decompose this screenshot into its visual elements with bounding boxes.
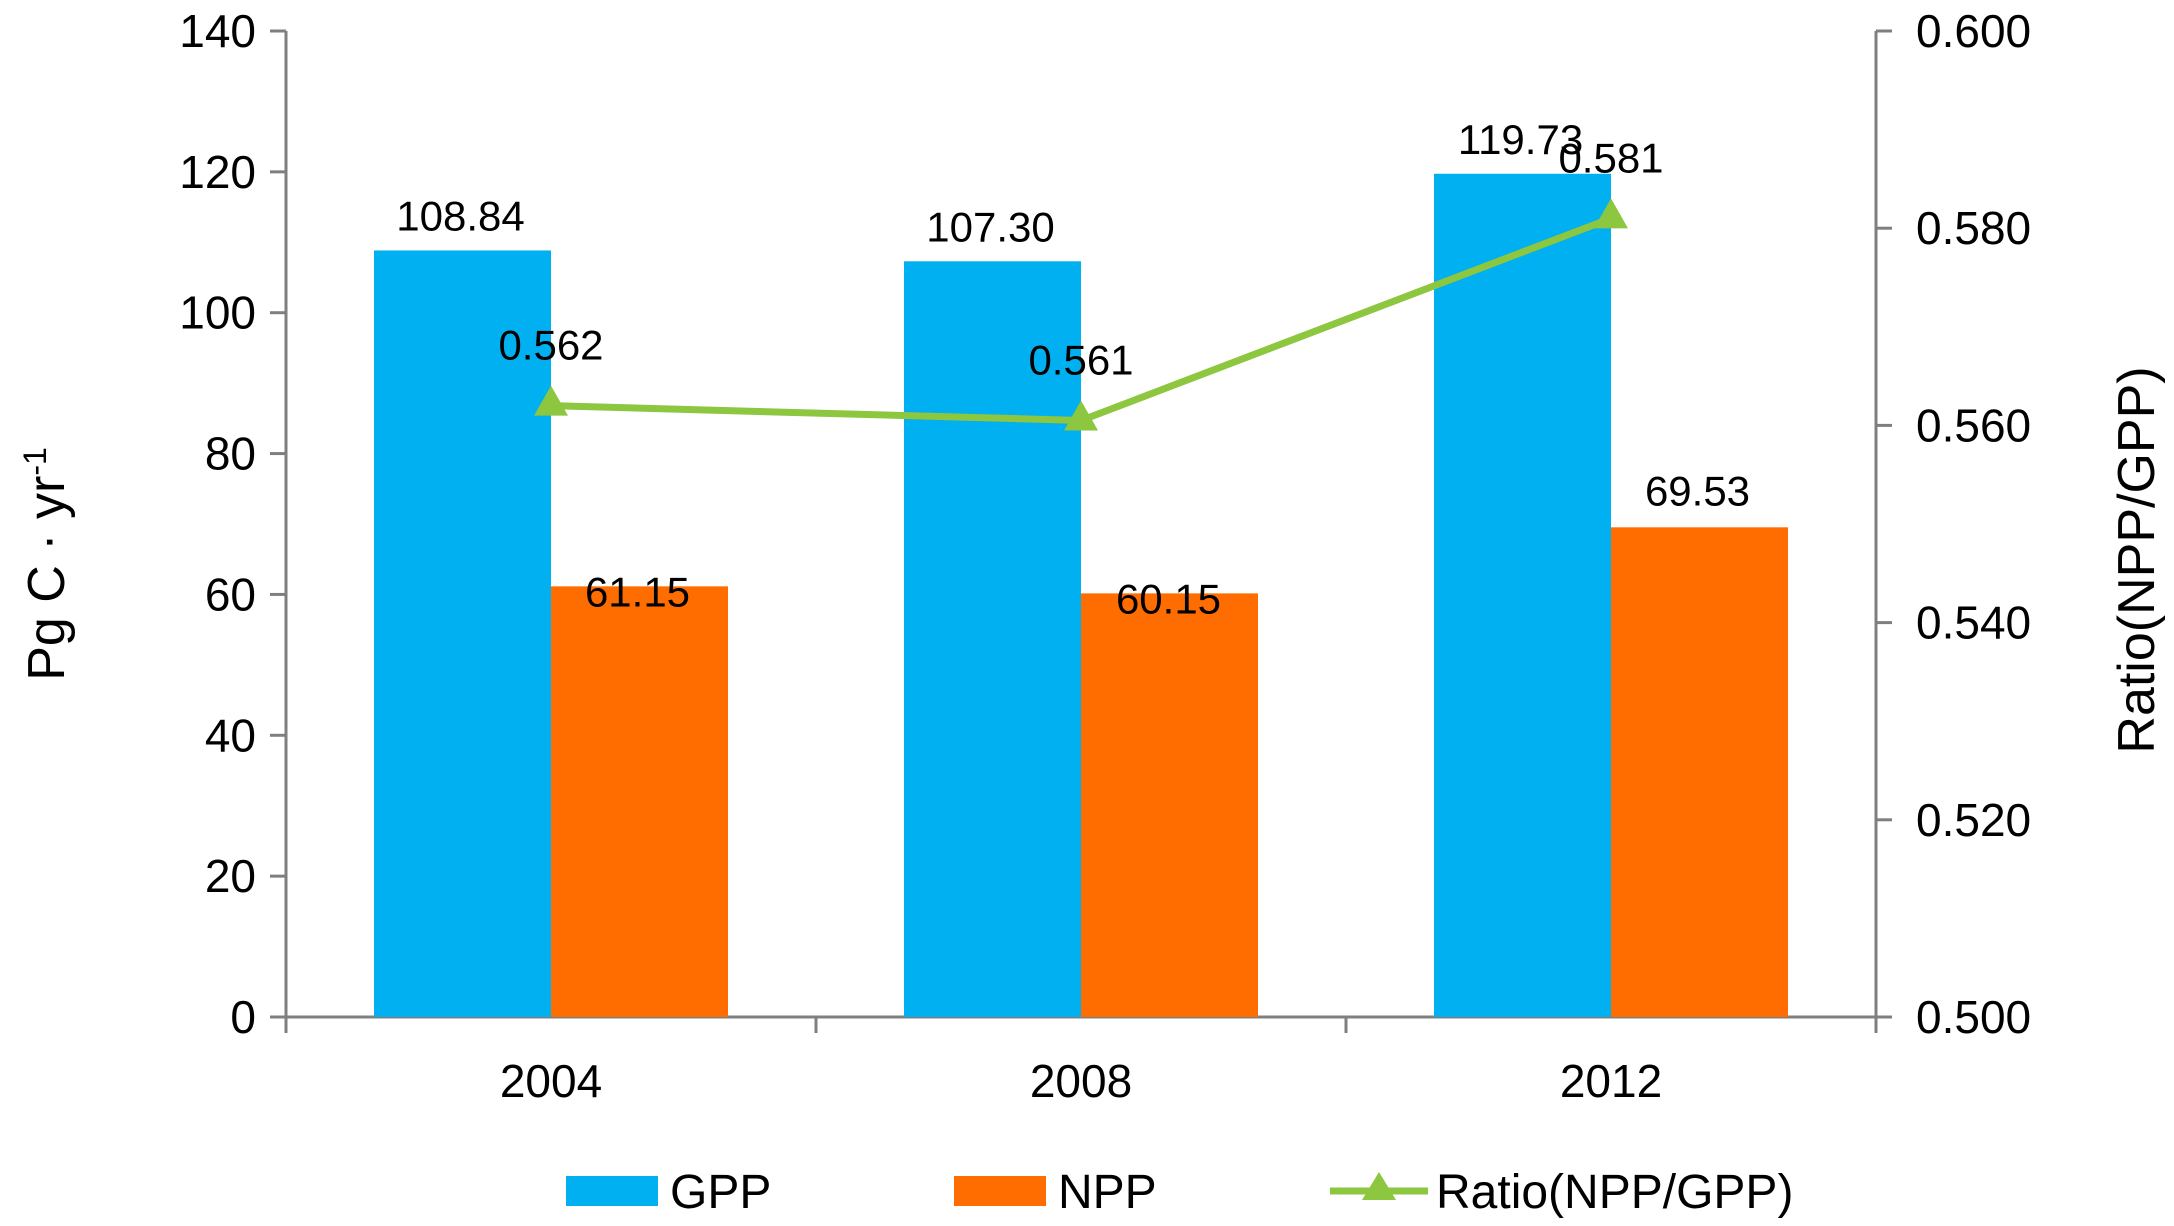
y-left-tick-label: 40 (205, 709, 256, 761)
gpp-data-label: 119.73 (1458, 116, 1583, 163)
npp-data-label: 69.53 (1645, 467, 1750, 514)
y-left-tick-label: 60 (205, 568, 256, 620)
y-left-tick-label: 100 (179, 287, 256, 339)
npp-data-label: 60.15 (1116, 575, 1221, 622)
npp-data-label: 61.15 (585, 568, 690, 615)
legend: GPP NPP Ratio(NPP/GPP) (566, 1166, 1793, 1219)
x-tick-label: 2004 (500, 1055, 602, 1107)
gpp-bar (904, 261, 1081, 1018)
legend-gpp-label: GPP (670, 1166, 771, 1219)
legend-ratio-label: Ratio(NPP/GPP) (1436, 1166, 1793, 1219)
npp-bar (551, 586, 728, 1017)
legend-ratio-marker (1362, 1172, 1396, 1200)
y-axis-right-title: Ratio(NPP/GPP) (2108, 366, 2166, 753)
y-left-tick-label: 20 (205, 850, 256, 902)
npp-bar (1081, 593, 1258, 1017)
y-right-tick-label: 0.560 (1916, 399, 2031, 451)
y-right-tick-label: 0.580 (1916, 202, 2031, 254)
ratio-data-label: 0.561 (1028, 336, 1133, 383)
axes: 0 20 40 60 80 100 120 140 0.500 0.520 0.540 0.560 0.… (179, 5, 2031, 1107)
ratio-line-series (534, 198, 1628, 431)
y-right-tick-label: 0.500 (1916, 991, 2031, 1043)
x-tick-label: 2008 (1030, 1055, 1132, 1107)
gpp-data-label: 108.84 (396, 192, 524, 239)
ratio-data-label: 0.581 (1558, 134, 1663, 181)
y-right-tick-label: 0.540 (1916, 597, 2031, 649)
ratio-data-label: 0.562 (498, 322, 603, 369)
gpp-bar (374, 250, 551, 1017)
legend-npp-swatch (954, 1176, 1046, 1206)
legend-gpp-swatch (566, 1176, 658, 1206)
y-left-tick-label: 80 (205, 428, 256, 480)
gpp-data-label: 107.30 (926, 203, 1054, 250)
x-tick-label: 2012 (1560, 1055, 1662, 1107)
ratio-marker (534, 385, 568, 416)
y-left-tick-label: 140 (179, 5, 256, 57)
legend-npp-label: NPP (1058, 1166, 1157, 1219)
y-left-tick-label: 0 (230, 991, 256, 1043)
gpp-bar (1434, 173, 1611, 1017)
y-left-tick-label: 120 (179, 146, 256, 198)
data-labels: 108.84 61.15 107.30 60.15 119.73 69.53 0.562 0.… (396, 116, 1750, 623)
ratio-marker (1064, 400, 1098, 431)
ratio-marker (1594, 198, 1628, 229)
npp-bar (1611, 527, 1788, 1017)
bars (374, 173, 1788, 1018)
y-axis-left-title: Pg C · yr-1 (17, 447, 76, 681)
y-right-tick-label: 0.520 (1916, 794, 2031, 846)
y-right-tick-label: 0.600 (1916, 5, 2031, 57)
